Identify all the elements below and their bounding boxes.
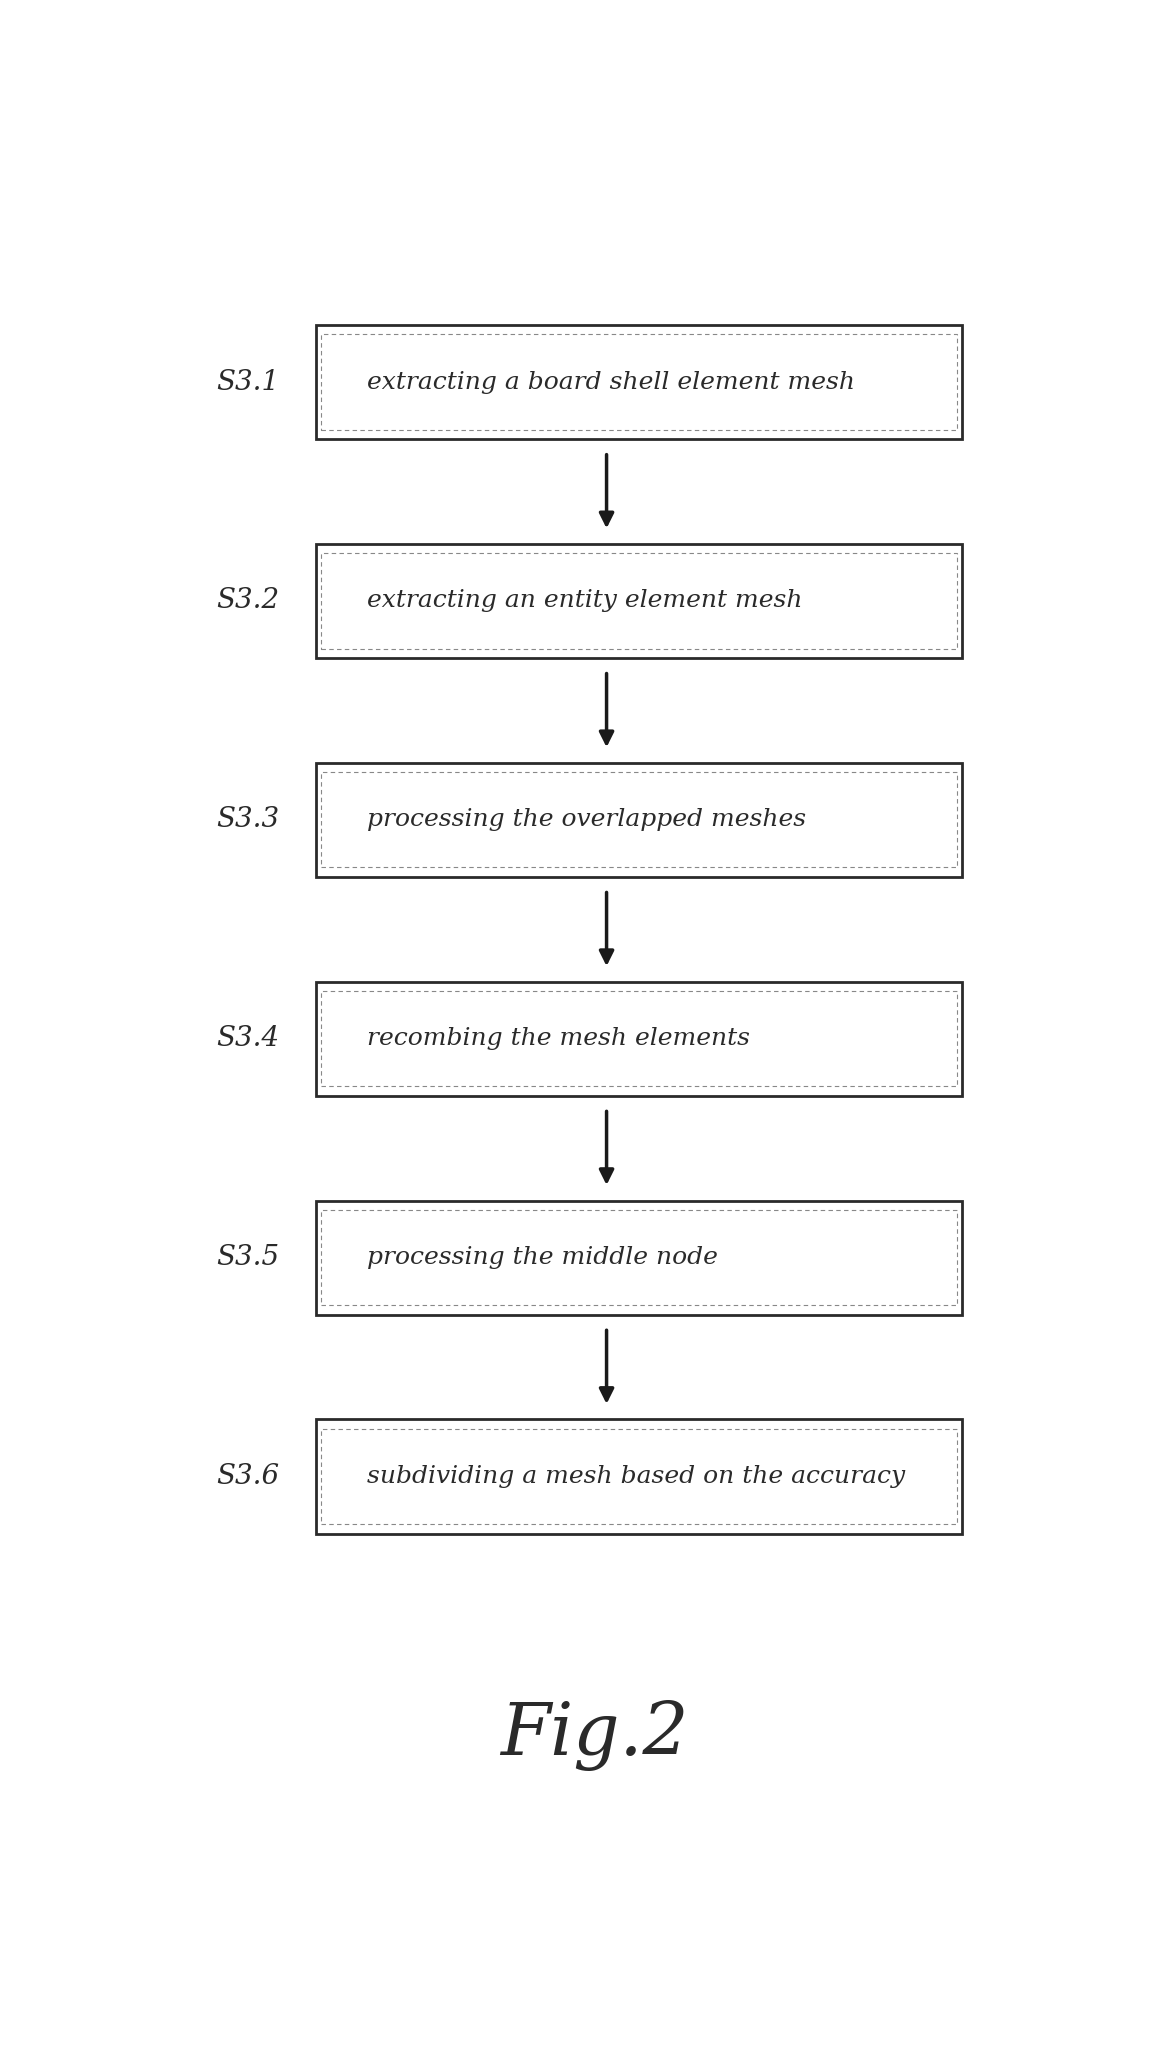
- Bar: [321, 1430, 957, 1524]
- Text: S3.4: S3.4: [217, 1026, 279, 1053]
- Text: extracting an entity element mesh: extracting an entity element mesh: [367, 589, 803, 612]
- Bar: [315, 544, 962, 657]
- Bar: [321, 1209, 957, 1306]
- Bar: [321, 334, 957, 431]
- Bar: [321, 772, 957, 867]
- Text: S3.1: S3.1: [217, 369, 279, 396]
- Text: extracting a board shell element mesh: extracting a board shell element mesh: [367, 371, 855, 393]
- Bar: [315, 325, 962, 439]
- Text: processing the overlapped meshes: processing the overlapped meshes: [367, 808, 807, 832]
- Text: processing the middle node: processing the middle node: [367, 1246, 719, 1269]
- Bar: [321, 991, 957, 1086]
- Text: Fig.2: Fig.2: [500, 1700, 688, 1770]
- Text: subdividing a mesh based on the accuracy: subdividing a mesh based on the accuracy: [367, 1465, 905, 1487]
- Text: recombing the mesh elements: recombing the mesh elements: [367, 1028, 750, 1051]
- Bar: [315, 983, 962, 1096]
- Text: S3.2: S3.2: [217, 587, 279, 614]
- Bar: [315, 1201, 962, 1314]
- Text: S3.3: S3.3: [217, 805, 279, 834]
- Bar: [315, 762, 962, 878]
- Text: S3.6: S3.6: [217, 1463, 279, 1489]
- Bar: [315, 1419, 962, 1533]
- Text: S3.5: S3.5: [217, 1244, 279, 1271]
- Bar: [321, 554, 957, 649]
